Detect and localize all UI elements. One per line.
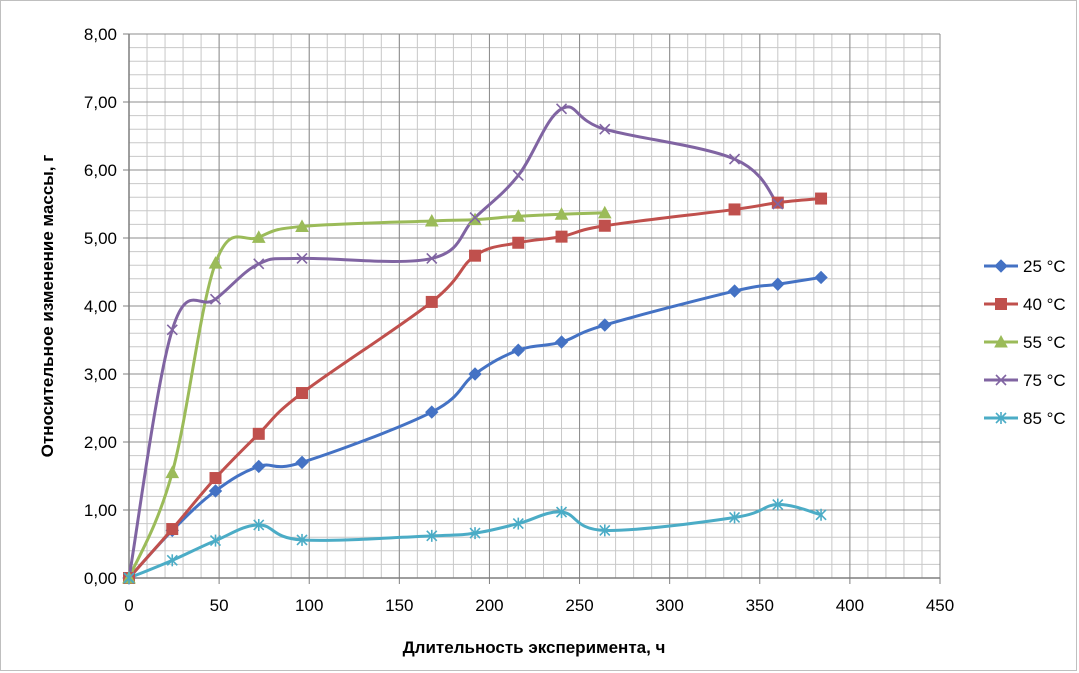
- series-1-marker: [771, 277, 785, 291]
- x-axis-title: Длительность эксперимента, ч: [403, 638, 666, 657]
- series-5-marker: [426, 529, 438, 542]
- y-tick-label: 8,00: [84, 25, 117, 44]
- series-4-marker: [166, 324, 178, 336]
- series-5-marker: [209, 534, 222, 547]
- series-5-marker: [512, 517, 524, 530]
- x-tick-label: 250: [565, 596, 593, 615]
- x-tick-label: 450: [926, 596, 954, 615]
- series-5-marker: [123, 572, 135, 584]
- series-3-marker: [251, 230, 266, 243]
- series-5-marker: [728, 511, 741, 524]
- series-2-marker: [512, 236, 525, 249]
- series-2-marker: [771, 196, 784, 209]
- series-4-marker: [296, 252, 308, 264]
- series-1-marker: [295, 455, 309, 470]
- axes-layer: [123, 33, 941, 584]
- series-2-legend-marker: [995, 298, 1007, 310]
- series-5-marker: [772, 498, 784, 511]
- series-5-marker: [555, 506, 568, 519]
- series-3-marker: [165, 465, 180, 479]
- series-5-legend-label: 85 °C: [1023, 409, 1066, 428]
- series-2-marker: [598, 219, 611, 232]
- series-4-marker: [209, 293, 222, 305]
- x-tick-label: 350: [746, 596, 774, 615]
- x-tick-label: 300: [655, 596, 683, 615]
- series-1-marker: [468, 367, 482, 381]
- y-tick-label: 4,00: [84, 297, 117, 316]
- series-4-marker: [555, 103, 568, 115]
- series-1-marker: [554, 335, 569, 349]
- series-4-line: [127, 105, 780, 580]
- tick-label-layer: 0 50 100 150 200 250 300 350 400 450 0,00 1,00 2,00 3…: [84, 25, 954, 615]
- series-4-marker: [512, 169, 524, 182]
- series-3-marker: [208, 256, 223, 269]
- series-3-marker: [511, 209, 526, 222]
- series-3-marker: [295, 219, 309, 232]
- y-tick-label: 2,00: [84, 433, 117, 452]
- y-axis-title: Относительное изменение массы, г: [38, 155, 57, 458]
- series-1-legend-label: 25 °C: [1023, 257, 1066, 276]
- series-1-legend-marker: [994, 259, 1008, 273]
- series-3-marker: [554, 207, 569, 220]
- series-2-marker: [815, 192, 828, 205]
- series-layer: [127, 105, 823, 580]
- x-tick-label: 200: [475, 596, 503, 615]
- series-4-marker: [772, 198, 784, 210]
- series-2-legend-label: 40 °C: [1023, 295, 1066, 314]
- series-2-marker: [425, 295, 438, 308]
- series-2-marker: [296, 387, 309, 400]
- y-tick-label: 5,00: [84, 229, 117, 248]
- grid-layer: [128, 33, 941, 579]
- series-5-marker: [469, 527, 481, 540]
- x-tick-label: 150: [385, 596, 413, 615]
- series-5-marker: [599, 524, 611, 537]
- series-3-marker: [424, 213, 439, 227]
- x-tick-label: 0: [124, 596, 133, 615]
- y-tick-label: 3,00: [84, 365, 117, 384]
- series-1-marker: [208, 484, 223, 498]
- series-5-legend-marker: [995, 412, 1007, 424]
- series-2-marker: [728, 203, 741, 216]
- legend: 25 °C 40 °C 55 °C 75 °C 85 °C: [984, 257, 1066, 428]
- series-4-marker: [469, 212, 481, 224]
- marker-layer: [122, 103, 828, 585]
- y-tick-label: 1,00: [84, 501, 117, 520]
- y-tick-label: 6,00: [84, 161, 117, 180]
- series-4-marker: [253, 258, 265, 270]
- series-5-line: [127, 503, 823, 580]
- series-2-marker: [469, 249, 482, 262]
- series-4-legend-label: 75 °C: [1023, 371, 1066, 390]
- series-5-marker: [296, 533, 308, 546]
- series-4-legend-marker: [995, 374, 1007, 386]
- series-2-marker: [252, 427, 265, 440]
- series-4-marker: [728, 153, 741, 165]
- series-3-marker: [597, 205, 612, 219]
- x-tick-label: 100: [295, 596, 323, 615]
- series-5-marker: [253, 518, 265, 531]
- series-1-marker: [511, 343, 525, 357]
- series-1-marker: [727, 284, 742, 298]
- series-3-legend-label: 55 °C: [1023, 333, 1066, 352]
- series-1-marker: [252, 459, 266, 474]
- y-tick-label: 7,00: [84, 93, 117, 112]
- series-2-marker: [166, 523, 179, 536]
- series-4-marker: [599, 123, 611, 135]
- series-1-marker: [425, 405, 439, 419]
- series-4-marker: [426, 252, 438, 264]
- x-tick-label: 50: [210, 596, 229, 615]
- y-tick-label: 0,00: [84, 569, 117, 588]
- series-5-marker: [166, 554, 178, 567]
- series-1-marker: [598, 318, 612, 332]
- series-1-marker: [814, 270, 828, 285]
- series-3-legend-marker: [994, 334, 1008, 348]
- series-2-marker: [209, 472, 222, 485]
- series-2-marker: [555, 230, 568, 243]
- series-3-marker: [468, 212, 482, 226]
- x-tick-label: 400: [836, 596, 864, 615]
- series-5-marker: [815, 508, 827, 521]
